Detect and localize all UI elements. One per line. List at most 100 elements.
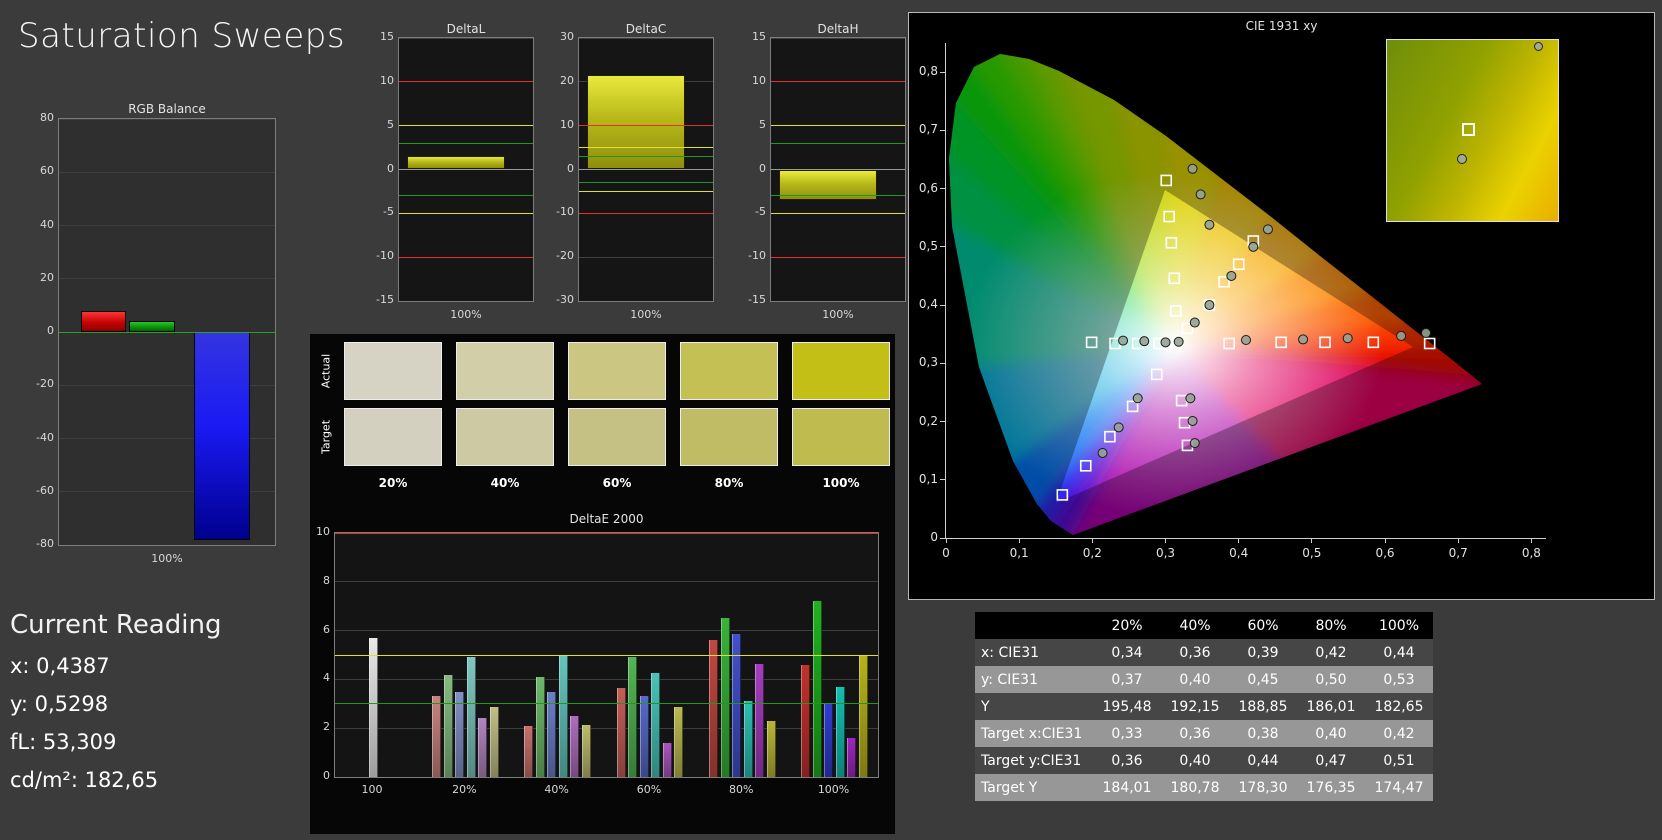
table-cell: 0,33 <box>1093 720 1161 747</box>
limit-line <box>771 195 905 197</box>
target-marker <box>1079 459 1092 472</box>
measurement-marker <box>1189 438 1200 449</box>
saturation-level-label: 40% <box>490 476 520 490</box>
chart-title: RGB Balance <box>128 102 206 116</box>
row-label: Target x:CIE31 <box>975 720 1093 747</box>
table-cell: 0,40 <box>1161 747 1229 774</box>
y-axis-tick-label: 30 <box>560 30 574 43</box>
y-tick-label: 0,6 <box>918 180 938 195</box>
table-cell: 0,42 <box>1297 639 1365 666</box>
actual-swatch <box>456 342 554 400</box>
current-reading-x: x: 0,4387 <box>10 654 110 678</box>
delta-e-bar <box>432 696 442 777</box>
target-marker <box>1169 305 1182 317</box>
x-axis-tick-label: 80% <box>729 783 754 796</box>
grid-line <box>59 438 275 439</box>
x-axis <box>946 538 1546 539</box>
y-tick-label: 0,3 <box>918 355 938 370</box>
measurement-table: 20% 40% 60% 80% 100% x: CIE31 0,34 0,36 0,39 0,42… <box>975 612 1433 801</box>
table-cell: 174,47 <box>1365 774 1433 801</box>
table-cell: 188,85 <box>1229 693 1297 720</box>
target-swatch <box>456 408 554 466</box>
measurement-marker <box>1189 317 1200 328</box>
x-axis-tick-label: 40% <box>544 783 569 796</box>
y-axis-tick-label: 0 <box>387 161 394 175</box>
current-reading-luminance: cd/m²: 182,65 <box>10 768 159 792</box>
x-tick <box>1530 538 1532 543</box>
delta-e-bar <box>443 674 453 777</box>
actual-swatch <box>344 342 442 400</box>
y-tick <box>940 304 945 306</box>
chart-title: DeltaH <box>817 22 859 36</box>
measurement-marker <box>1173 336 1184 347</box>
y-axis-tick-label: 10 <box>380 73 394 87</box>
table-cell: 0,44 <box>1229 747 1297 774</box>
measurement-marker <box>1342 333 1353 344</box>
table-row: x: CIE31 0,34 0,36 0,39 0,42 0,44 <box>975 639 1433 666</box>
target-marker <box>1319 336 1331 349</box>
blue-bar <box>194 332 251 540</box>
x-axis-label: 100% <box>151 552 183 565</box>
y-axis-tick-label: -40 <box>36 430 54 444</box>
grid-line <box>59 171 275 173</box>
y-axis-tick-label: 10 <box>560 117 574 131</box>
color-swatch-grid: 20% 40% 60% 80% 100% Actual Target <box>310 334 895 502</box>
target-row-label: Target <box>319 419 333 455</box>
measurement-marker <box>1113 422 1124 433</box>
grid-line <box>579 256 713 258</box>
delta-c-chart: DeltaC 100% 30 20 10 0 -10 -20 -30 <box>548 20 718 338</box>
target-marker <box>1085 336 1098 349</box>
y-axis-tick-label: 0 <box>323 769 330 782</box>
delta-h-plot <box>770 37 906 302</box>
green-bar <box>129 321 175 332</box>
y-axis <box>945 43 946 539</box>
delta-e-bar <box>743 701 753 777</box>
table-cell: 0,39 <box>1229 639 1297 666</box>
measurement-marker <box>1097 447 1108 458</box>
limit-line <box>579 147 713 149</box>
x-tick <box>1165 538 1166 543</box>
grid-line <box>335 727 878 729</box>
target-marker <box>1165 236 1178 249</box>
table-cell: 0,51 <box>1365 747 1433 774</box>
x-tick <box>1384 538 1386 543</box>
grid-line <box>59 384 275 386</box>
grid-line <box>59 544 275 545</box>
cie-markers <box>1056 163 1436 501</box>
table-row: Y 195,48 192,15 188,85 186,01 182,65 <box>975 693 1433 720</box>
x-axis-label: 100% <box>630 308 662 321</box>
y-axis-tick-label: 20 <box>40 270 54 284</box>
limit-line <box>579 155 713 157</box>
target-marker <box>1168 272 1181 285</box>
delta-e-bar <box>478 718 488 777</box>
measurement-marker <box>1421 328 1431 339</box>
limit-line <box>771 256 905 258</box>
grid-line <box>59 278 275 280</box>
y-axis-tick-label: -20 <box>556 249 574 263</box>
table-row: Target y:CIE31 0,36 0,40 0,44 0,47 0,51 <box>975 747 1433 774</box>
y-tick <box>940 246 945 248</box>
x-tick <box>1238 538 1240 543</box>
x-axis-tick-label: 20% <box>452 783 477 796</box>
delta-e-bar <box>847 737 857 777</box>
measurement-marker <box>1204 219 1215 230</box>
table-cell: 0,47 <box>1297 747 1365 774</box>
inset-corner-marker <box>1534 41 1544 51</box>
limit-line <box>335 533 878 534</box>
cie-inset-zoom <box>1386 39 1559 222</box>
page-title: Saturation Sweeps <box>18 16 346 56</box>
table-cell: 0,53 <box>1365 666 1433 693</box>
delta-e-bar <box>524 725 534 777</box>
x-tick <box>1091 538 1093 543</box>
y-axis-tick-label: 5 <box>387 117 394 131</box>
row-label: Y <box>975 693 1093 720</box>
y-tick-label: 0,8 <box>918 64 938 79</box>
target-marker <box>1056 489 1069 501</box>
y-tick-label: 0,7 <box>918 122 938 137</box>
measurement-marker <box>1204 300 1215 311</box>
y-axis-tick-label: -80 <box>36 537 54 550</box>
y-tick-label: 0 <box>930 530 938 544</box>
y-axis-tick-label: 60 <box>40 164 54 178</box>
grid-line <box>335 776 878 777</box>
target-marker <box>1181 322 1194 335</box>
